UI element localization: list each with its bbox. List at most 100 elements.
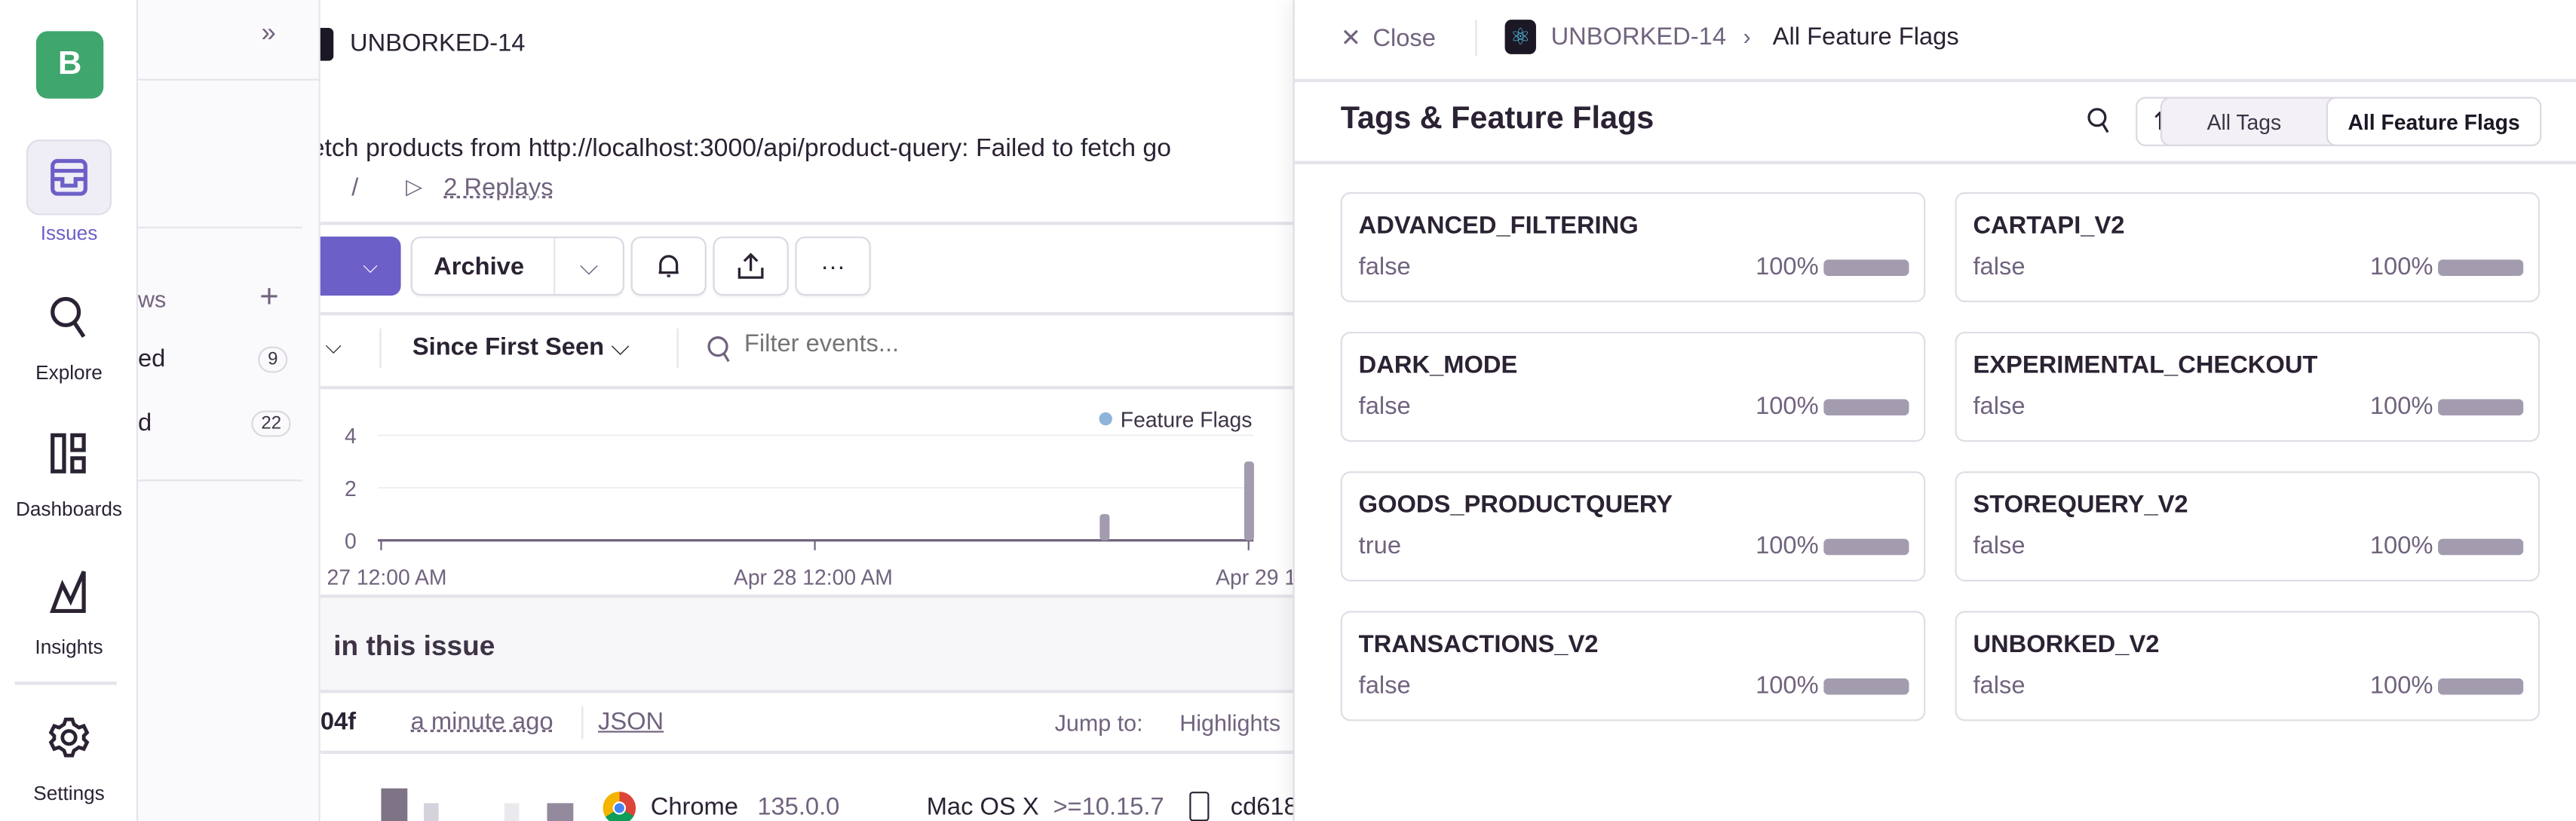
resolve-dropdown-button[interactable]: ⌵	[320, 237, 401, 296]
flag-key: TRANSACTIONS_V2	[1359, 631, 1599, 659]
drawer-title: Tags & Feature Flags	[1341, 102, 1654, 138]
avatar	[381, 789, 407, 821]
replays-link[interactable]: 2 Replays	[443, 174, 553, 202]
nav-divider	[15, 682, 117, 685]
chevron-right-icon: ›	[1743, 23, 1750, 49]
flag-value: false	[1973, 672, 2025, 700]
react-project-icon: ⚛	[1505, 20, 1536, 54]
os-name: Mac OS X	[927, 793, 1039, 821]
dashboard-icon	[26, 415, 112, 491]
view-item[interactable]: ed 9	[138, 345, 320, 381]
browser-name: Chrome	[651, 793, 738, 821]
x-tick-label: Apr 28 12:00 AM	[734, 566, 893, 590]
subscribe-button[interactable]	[631, 237, 707, 296]
org-logo[interactable]: B	[36, 31, 103, 98]
add-view-icon[interactable]: +	[259, 279, 278, 317]
flag-percent: 100%	[2370, 532, 2433, 560]
archive-button[interactable]: Archive ⌵	[411, 237, 624, 296]
flag-percent-bar	[2438, 539, 2523, 556]
primary-nav: B Issues Explore Dashboards Insights Set…	[0, 0, 138, 821]
feature-flag-card[interactable]: UNBORKED_V2 false 100%	[1955, 611, 2540, 721]
nav-issues[interactable]: Issues	[0, 139, 138, 244]
os-version: >=10.15.7	[1053, 793, 1164, 821]
insights-icon	[26, 553, 112, 629]
count-badge: 9	[258, 347, 287, 373]
jump-highlights[interactable]: Highlights	[1179, 709, 1280, 736]
nav-explore[interactable]: Explore	[0, 279, 138, 384]
flag-percent: 100%	[1756, 672, 1819, 700]
close-button[interactable]: ✕ Close	[1341, 23, 1436, 52]
flag-percent: 100%	[1756, 532, 1819, 560]
divider	[138, 79, 320, 81]
share-button[interactable]	[713, 237, 788, 296]
flag-value: false	[1359, 393, 1411, 421]
tag-type-toggle: All Tags All Feature Flags	[2160, 97, 2540, 146]
chart-bar	[1099, 514, 1109, 541]
feature-flags-drawer: ✕ Close ⚛ UNBORKED-14 › All Feature Flags…	[1293, 0, 2576, 821]
y-tick-label: 2	[345, 477, 357, 501]
feature-flag-card[interactable]: CARTAPI_V2 false 100%	[1955, 192, 2540, 302]
browser-version: 135.0.0	[757, 793, 839, 821]
views-heading: ws	[138, 286, 166, 312]
close-icon: ✕	[1341, 23, 1361, 52]
chevron-down-icon[interactable]: ⌵	[325, 333, 341, 360]
flag-percent: 100%	[2370, 253, 2433, 280]
flag-value: false	[1973, 253, 2025, 280]
json-link[interactable]: JSON	[598, 708, 664, 736]
tab-all-feature-flags[interactable]: All Feature Flags	[2326, 97, 2541, 146]
flag-key: GOODS_PRODUCTQUERY	[1359, 491, 1673, 519]
jump-to-label: Jump to:	[1055, 709, 1143, 736]
flag-percent: 100%	[1756, 253, 1819, 280]
flag-percent: 100%	[2370, 393, 2433, 421]
event-time[interactable]: a minute ago	[411, 708, 554, 736]
flag-percent-bar	[2438, 679, 2523, 695]
search-icon	[707, 335, 733, 364]
flag-percent-bar	[1823, 679, 1909, 695]
chevron-down-icon: ⌵	[611, 333, 630, 361]
nav-dashboards[interactable]: Dashboards	[0, 415, 138, 520]
divider	[138, 479, 302, 481]
y-tick-label: 0	[345, 530, 357, 554]
events-chart: 42027 12:00 AMApr 28 12:00 AMApr 29 12:F…	[320, 394, 1293, 595]
filter-events-input[interactable]	[744, 330, 1237, 358]
react-project-icon	[320, 28, 333, 61]
divider	[138, 227, 302, 228]
flag-percent: 100%	[1756, 393, 1819, 421]
upload-icon	[738, 253, 764, 279]
flag-key: DARK_MODE	[1359, 351, 1518, 379]
feature-flag-card[interactable]: STOREQUERY_V2 false 100%	[1955, 471, 2540, 581]
device-icon	[1189, 792, 1209, 821]
feature-flag-card[interactable]: DARK_MODE false 100%	[1341, 332, 1926, 442]
device-name: cd618	[1231, 793, 1293, 821]
feature-flag-card[interactable]: ADVANCED_FILTERING false 100%	[1341, 192, 1926, 302]
chrome-icon	[603, 792, 636, 821]
search-icon	[26, 279, 112, 354]
breadcrumb-current: All Feature Flags	[1773, 23, 1959, 51]
search-icon[interactable]	[2087, 107, 2111, 135]
collapse-sidebar-icon[interactable]: »	[261, 20, 275, 49]
breadcrumb-project[interactable]: UNBORKED-14	[1551, 23, 1726, 51]
flag-value: false	[1359, 253, 1411, 280]
tab-all-tags[interactable]: All Tags	[2162, 99, 2326, 145]
nav-settings[interactable]: Settings	[0, 700, 138, 804]
time-range-dropdown[interactable]: Since First Seen ⌵	[412, 333, 630, 361]
flag-percent-bar	[2438, 399, 2523, 415]
feature-flag-card[interactable]: TRANSACTIONS_V2 false 100%	[1341, 611, 1926, 721]
flag-key: CARTAPI_V2	[1973, 212, 2124, 240]
feature-flag-card[interactable]: GOODS_PRODUCTQUERY true 100%	[1341, 471, 1926, 581]
section-header: in this issue	[320, 598, 1293, 690]
flag-value: false	[1359, 672, 1411, 700]
flag-key: EXPERIMENTAL_CHECKOUT	[1973, 351, 2317, 379]
flag-value: false	[1973, 393, 2025, 421]
nav-insights[interactable]: Insights	[0, 553, 138, 658]
inbox-icon	[26, 139, 112, 215]
more-actions-button[interactable]: ···	[795, 237, 870, 296]
flag-key: STOREQUERY_V2	[1973, 491, 2188, 519]
view-item[interactable]: d 22	[138, 409, 320, 445]
y-tick-label: 4	[345, 424, 357, 449]
feature-flag-card[interactable]: EXPERIMENTAL_CHECKOUT false 100%	[1955, 332, 2540, 442]
project-breadcrumb[interactable]: UNBORKED-14	[350, 29, 525, 57]
chevron-down-icon[interactable]: ⌵	[554, 238, 622, 294]
issue-details: UNBORKED-14 etch products from http://lo…	[320, 0, 1293, 821]
x-tick-label: Apr 29 12:	[1216, 566, 1293, 590]
